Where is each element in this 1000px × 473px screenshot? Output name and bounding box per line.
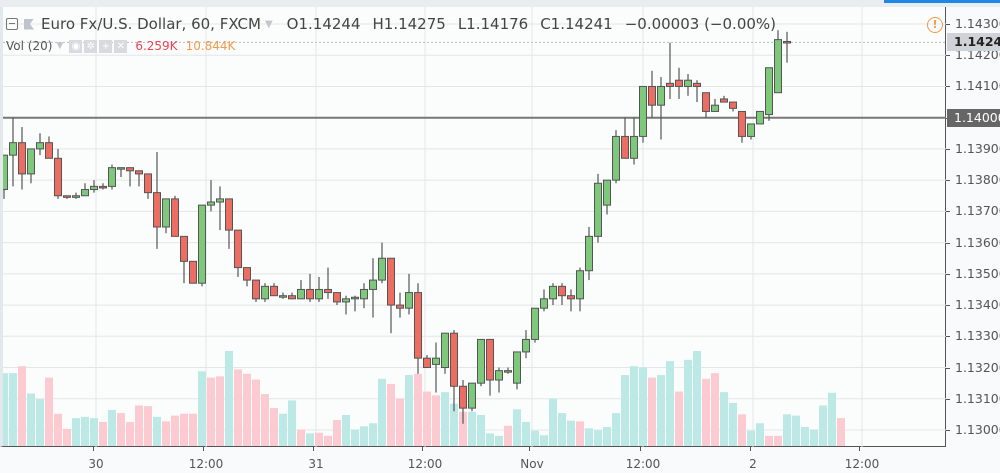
price-axis-label: 1.13900 bbox=[955, 140, 1000, 156]
time-axis-label: 2 bbox=[749, 457, 757, 471]
chevron-down-icon[interactable]: ▼ bbox=[56, 41, 64, 51]
price-axis-label: 1.13000 bbox=[955, 421, 1000, 437]
time-axis-label: 12:00 bbox=[844, 457, 880, 471]
eye-icon[interactable]: ◉ bbox=[69, 39, 83, 53]
high-value: H1.14275 bbox=[372, 15, 446, 33]
price-axis-tick bbox=[946, 211, 950, 213]
volume-value: 6.259K bbox=[135, 39, 178, 53]
price-axis-tick bbox=[946, 242, 950, 244]
price-axis-label: 1.14100 bbox=[955, 78, 1000, 94]
volume-ma-value: 10.844K bbox=[185, 39, 236, 53]
time-axis-label: 12:00 bbox=[188, 457, 224, 471]
time-axis-tick bbox=[422, 447, 423, 451]
time-axis-tick bbox=[313, 447, 314, 451]
warning-icon[interactable]: ! bbox=[927, 17, 943, 33]
price-axis-label: 1.13300 bbox=[955, 328, 1000, 344]
price-axis-tick bbox=[946, 24, 950, 25]
price-axis-tick bbox=[946, 367, 950, 369]
open-value: O1.14244 bbox=[286, 15, 361, 33]
change-value: −0.00003 (−0.00%) bbox=[624, 15, 777, 33]
price-axis-label: 1.13100 bbox=[955, 390, 1000, 406]
price-axis-tick bbox=[946, 55, 950, 57]
hline-price-tag: 1.14000 bbox=[947, 109, 1000, 127]
time-axis-tick bbox=[529, 447, 530, 451]
time-axis-tick bbox=[750, 447, 751, 451]
price-axis-label: 1.13500 bbox=[955, 265, 1000, 281]
flag-icon[interactable] bbox=[24, 18, 34, 30]
time-axis-label: Nov bbox=[520, 457, 544, 471]
time-axis-tick bbox=[203, 447, 204, 451]
time-axis-tick bbox=[640, 447, 641, 451]
candlestick-plot[interactable] bbox=[3, 7, 946, 447]
price-axis-tick bbox=[946, 336, 950, 338]
chevron-down-icon[interactable]: ▼ bbox=[264, 18, 273, 30]
time-axis-tick bbox=[859, 447, 860, 451]
top-toolbar-strip bbox=[0, 0, 1000, 7]
price-axis-tick bbox=[946, 273, 950, 275]
close-value: C1.14241 bbox=[540, 15, 613, 33]
price-axis-tick bbox=[946, 398, 950, 400]
price-axis-label: 1.14300 bbox=[955, 16, 1000, 31]
time-axis-label: 12:00 bbox=[625, 457, 661, 471]
price-axis-label: 1.13600 bbox=[955, 234, 1000, 250]
symbol-title[interactable]: Euro Fx/U.S. Dollar, 60, FXCM bbox=[41, 15, 261, 33]
price-axis-label: 1.13400 bbox=[955, 297, 1000, 313]
price-axis-tick bbox=[946, 429, 950, 431]
volume-legend: Vol (20) ▼ ◉ ✲ + ✕ 6.259K 10.844K bbox=[6, 39, 235, 53]
collapse-icon[interactable] bbox=[6, 18, 18, 30]
price-axis-label: 1.13700 bbox=[955, 203, 1000, 219]
low-value: L1.14176 bbox=[457, 15, 529, 33]
close-icon[interactable]: ✕ bbox=[114, 39, 128, 53]
chart-pane[interactable] bbox=[0, 7, 946, 447]
price-axis-label: 1.13200 bbox=[955, 359, 1000, 375]
plus-icon[interactable]: + bbox=[99, 39, 113, 53]
active-tab-indicator bbox=[884, 0, 1000, 3]
time-axis-label: 30 bbox=[88, 457, 104, 471]
price-axis-tick bbox=[946, 86, 950, 88]
price-axis-tick bbox=[946, 148, 950, 150]
current-price-tag: 1.14241 bbox=[947, 33, 1000, 51]
volume-indicator-label[interactable]: Vol (20) bbox=[6, 39, 53, 53]
price-axis-tick bbox=[946, 305, 950, 307]
time-axis-label: 31 bbox=[308, 457, 324, 471]
gear-icon[interactable]: ✲ bbox=[84, 39, 98, 53]
series-legend: Euro Fx/U.S. Dollar, 60, FXCM ▼ O1.14244… bbox=[6, 15, 788, 33]
time-axis-label: 12:00 bbox=[407, 457, 443, 471]
time-axis-tick bbox=[93, 447, 94, 451]
price-axis-tick bbox=[946, 180, 950, 182]
price-axis-label: 1.13800 bbox=[955, 172, 1000, 188]
